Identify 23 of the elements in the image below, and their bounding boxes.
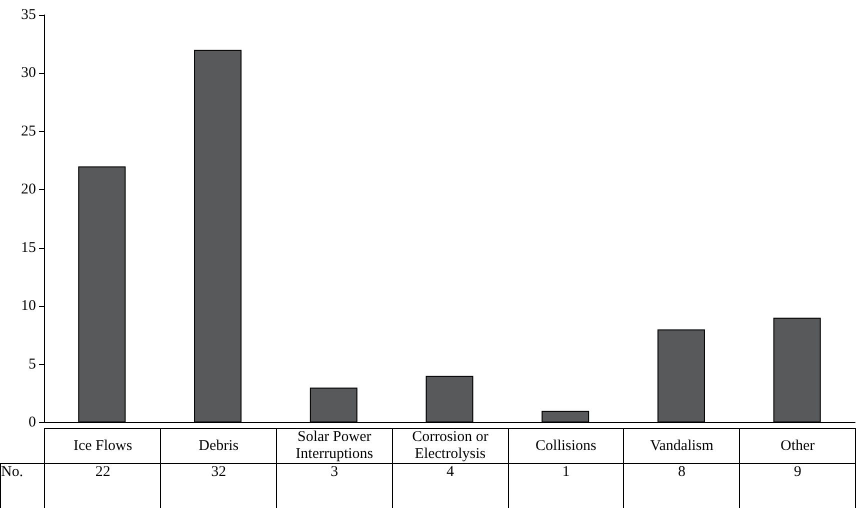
data-label: 4: [392, 464, 508, 508]
y-tick-label: 5: [28, 356, 36, 372]
x-tick-label: Collisions: [508, 428, 624, 464]
y-tick-label: 30: [21, 65, 36, 82]
x-tick-label: Debris: [160, 428, 276, 464]
data-label: 9: [740, 464, 856, 508]
data-label: 3: [276, 464, 392, 508]
x-tick-label: Corrosion or Electrolysis: [392, 428, 508, 464]
x-tick-label: Vandalism: [624, 428, 740, 464]
y-tick-label: 25: [21, 123, 36, 140]
data-label: 22: [44, 464, 161, 508]
y-tick-label: 35: [21, 7, 36, 23]
y-tick-label: 20: [21, 182, 36, 198]
y-tick-label: 15: [21, 240, 36, 256]
text: No.: [0, 464, 45, 508]
data-label: 1: [508, 464, 624, 508]
data-label: 32: [160, 464, 276, 508]
x-tick-label: Solar Power Interruptions: [276, 428, 392, 464]
y-tick-label: 0: [28, 414, 36, 430]
data-label: 8: [624, 464, 740, 508]
y-tick-label: 10: [21, 298, 36, 314]
x-tick-label: Other: [740, 428, 856, 464]
x-tick-label: Ice Flows: [44, 428, 161, 464]
